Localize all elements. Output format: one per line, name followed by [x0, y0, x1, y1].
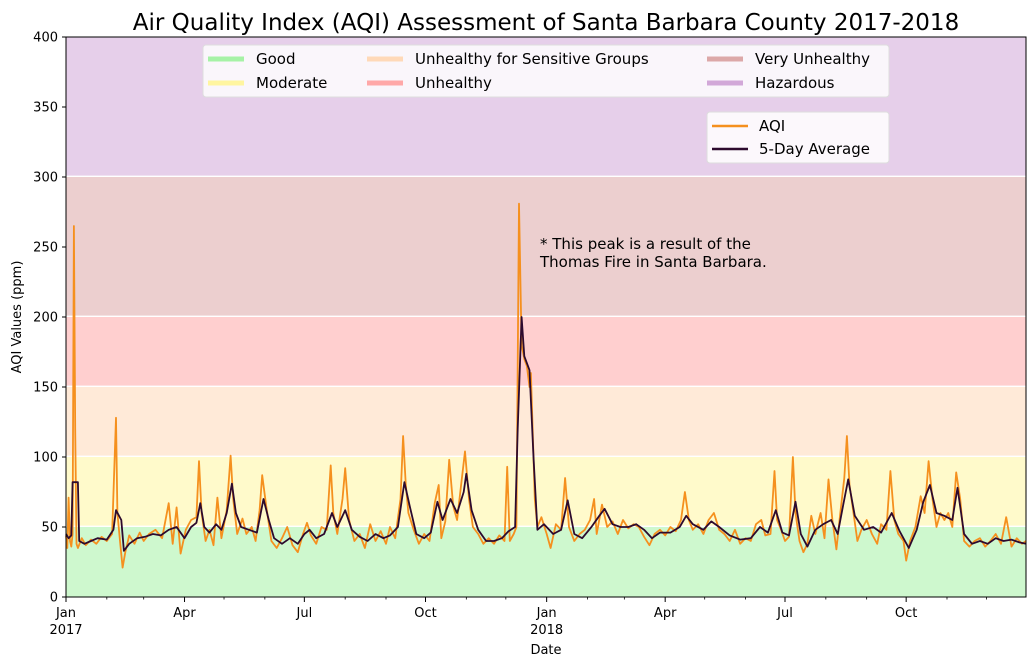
- x-tick-label: Oct: [895, 606, 917, 621]
- y-tick-label: 200: [33, 311, 58, 326]
- legend-label-5-day-average: 5-Day Average: [759, 140, 870, 158]
- series-line-5-day-average: [65, 316, 1027, 552]
- series-line-aqi: [65, 202, 1027, 569]
- y-tick-label: 50: [41, 521, 58, 536]
- y-tick-label: 350: [33, 101, 58, 116]
- y-tick-label: 150: [33, 381, 58, 396]
- band-unhealthy-for-sensitive-groups: [66, 387, 1026, 456]
- x-tick-label: Jan: [55, 606, 76, 621]
- chart-title: Air Quality Index (AQI) Assessment of Sa…: [133, 10, 959, 36]
- band-good: [66, 527, 1026, 597]
- x-tick-label: Apr: [654, 606, 677, 621]
- x-tick-label: Apr: [173, 606, 196, 621]
- band-moderate: [66, 457, 1026, 526]
- y-axis: 0 50 100 150 200 250 300 350 400: [33, 31, 66, 606]
- annotation-line-2: Thomas Fire in Santa Barbara.: [539, 253, 767, 271]
- x-tick-label: Oct: [414, 606, 436, 621]
- y-tick-label: 0: [50, 591, 58, 606]
- legend-label-aqi: AQI: [759, 117, 785, 135]
- annotation-line-1: * This peak is a result of the: [540, 235, 751, 253]
- legend-label-unhealthy: Unhealthy: [415, 74, 492, 92]
- band-very-unhealthy: [66, 177, 1026, 316]
- x-tick-label: Jul: [296, 606, 313, 621]
- series-lines: [65, 202, 1027, 569]
- legend-label-unhealthy-for-sensitive-groups: Unhealthy for Sensitive Groups: [415, 50, 649, 68]
- x-tick-label: Jul: [776, 606, 793, 621]
- legend-label-hazardous: Hazardous: [755, 74, 835, 92]
- aqi-bands: [66, 37, 1026, 597]
- x-tick-year: 2018: [530, 623, 563, 638]
- band-legend: Good Moderate Unhealthy for Sensitive Grou…: [202, 44, 890, 98]
- thomas-fire-annotation: * This peak is a result of the Thomas Fi…: [539, 235, 767, 271]
- series-legend: AQI 5-Day Average: [706, 111, 890, 164]
- y-tick-label: 400: [33, 31, 58, 46]
- legend-label-moderate: Moderate: [256, 74, 327, 92]
- series-legend-box: [706, 111, 890, 164]
- legend-label-good: Good: [256, 50, 296, 68]
- y-axis-label: AQI Values (ppm): [10, 261, 25, 374]
- band-unhealthy: [66, 317, 1026, 386]
- y-tick-label: 250: [33, 241, 58, 256]
- x-tick-label: Jan: [536, 606, 557, 621]
- y-tick-label: 100: [33, 451, 58, 466]
- legend-label-very-unhealthy: Very Unhealthy: [755, 50, 870, 68]
- x-axis: Jan 2017 Apr Jul Oct Jan 2018 Apr Jul Oct: [49, 597, 987, 638]
- y-tick-label: 300: [33, 171, 58, 186]
- x-tick-year: 2017: [49, 623, 82, 638]
- x-axis-label: Date: [530, 643, 561, 658]
